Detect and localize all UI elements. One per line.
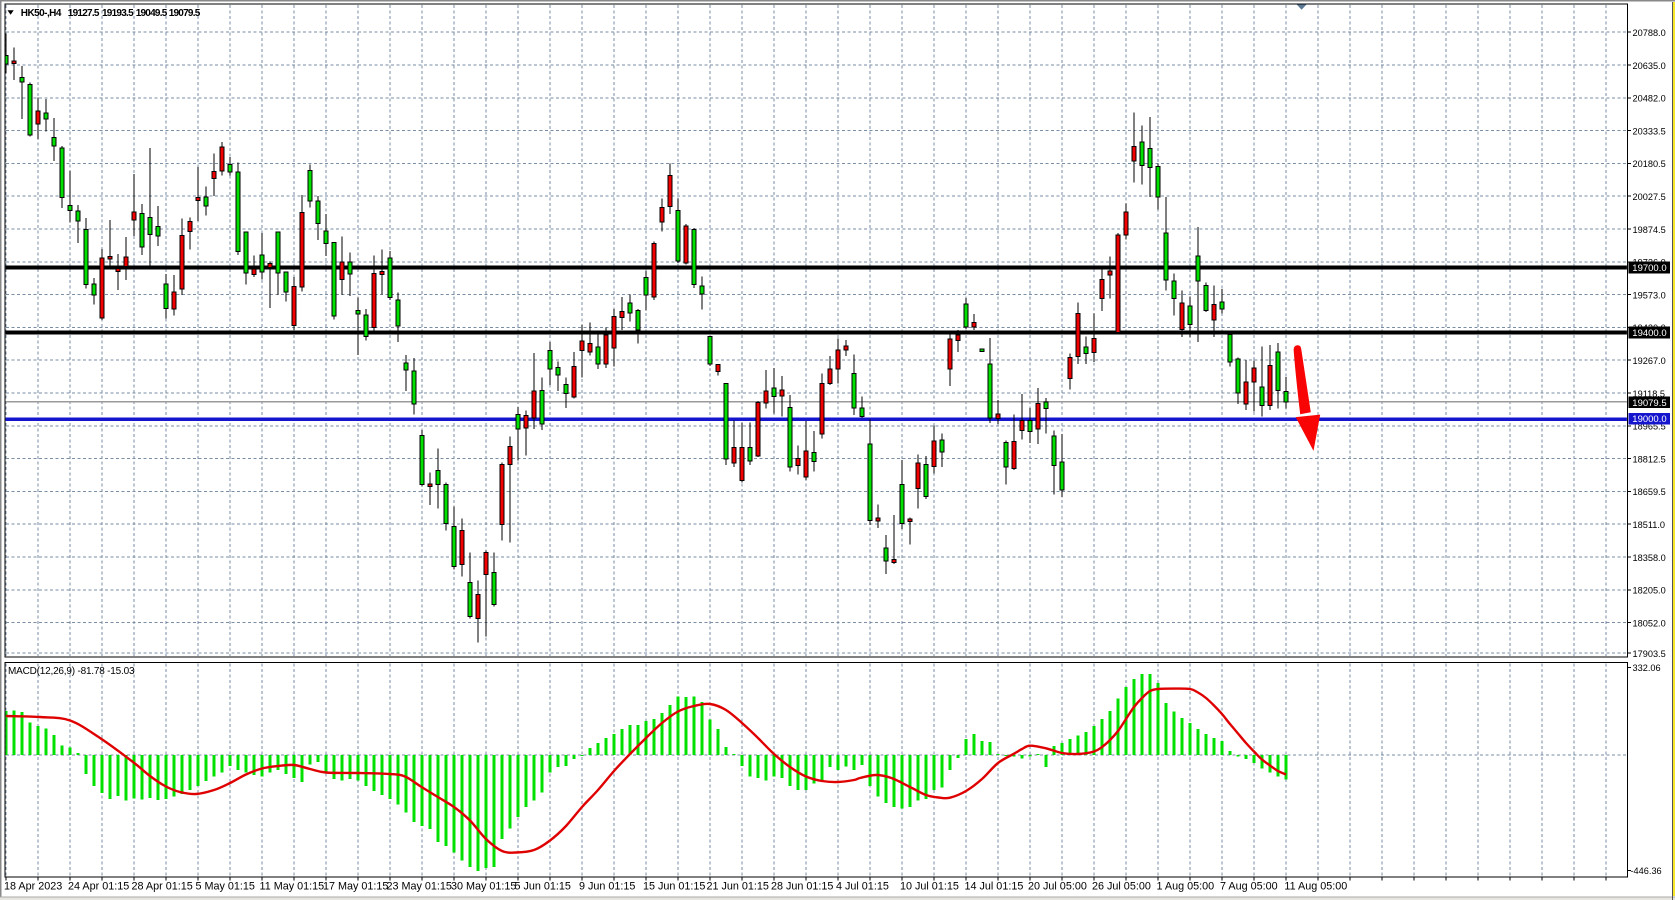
svg-text:18965.5: 18965.5 xyxy=(1633,422,1666,432)
svg-text:18052.0: 18052.0 xyxy=(1633,618,1666,628)
svg-text:19049.5: 19049.5 xyxy=(136,8,168,19)
svg-text:19400.0: 19400.0 xyxy=(1632,328,1666,339)
svg-text:18205.0: 18205.0 xyxy=(1633,586,1666,596)
svg-text:28 Apr 01:15: 28 Apr 01:15 xyxy=(132,881,193,893)
svg-text:19079.5: 19079.5 xyxy=(1632,398,1666,409)
svg-text:19267.0: 19267.0 xyxy=(1633,356,1666,366)
svg-text:18 Apr 2023: 18 Apr 2023 xyxy=(4,881,62,893)
svg-text:19874.5: 19874.5 xyxy=(1633,225,1666,235)
svg-text:19000.0: 19000.0 xyxy=(1632,414,1666,425)
svg-text:-446.36: -446.36 xyxy=(1631,866,1662,876)
svg-text:11 Aug 05:00: 11 Aug 05:00 xyxy=(1284,881,1347,893)
svg-text:332.06: 332.06 xyxy=(1633,663,1661,673)
svg-text:9 Jun 01:15: 9 Jun 01:15 xyxy=(579,881,635,893)
svg-text:19079.5: 19079.5 xyxy=(169,8,201,19)
svg-text:21 Jun 01:15: 21 Jun 01:15 xyxy=(707,881,769,893)
svg-text:19700.0: 19700.0 xyxy=(1632,263,1666,274)
svg-text:4 Jul 01:15: 4 Jul 01:15 xyxy=(836,881,889,893)
svg-text:26 Jul 05:00: 26 Jul 05:00 xyxy=(1092,881,1151,893)
svg-text:5 May 01:15: 5 May 01:15 xyxy=(196,881,255,893)
svg-text:19118.5: 19118.5 xyxy=(1633,389,1666,399)
svg-text:19127.5: 19127.5 xyxy=(68,8,100,19)
svg-text:20482.0: 20482.0 xyxy=(1633,94,1666,104)
svg-text:20180.5: 20180.5 xyxy=(1633,159,1666,169)
svg-text:17903.5: 17903.5 xyxy=(1633,649,1666,659)
svg-text:14 Jul 01:15: 14 Jul 01:15 xyxy=(965,881,1024,893)
svg-text:20788.0: 20788.0 xyxy=(1633,28,1666,38)
svg-text:10 Jul 01:15: 10 Jul 01:15 xyxy=(900,881,959,893)
svg-text:19573.0: 19573.0 xyxy=(1633,290,1666,300)
svg-text:20 Jul 05:00: 20 Jul 05:00 xyxy=(1028,881,1087,893)
svg-text:11 May 01:15: 11 May 01:15 xyxy=(260,881,325,893)
svg-text:30 May 01:15: 30 May 01:15 xyxy=(451,881,516,893)
svg-text:5 Jun 01:15: 5 Jun 01:15 xyxy=(515,881,571,893)
svg-text:20333.5: 20333.5 xyxy=(1633,126,1666,136)
svg-text:18812.5: 18812.5 xyxy=(1633,454,1666,464)
svg-text:24 Apr 01:15: 24 Apr 01:15 xyxy=(68,881,129,893)
svg-text:17 May 01:15: 17 May 01:15 xyxy=(323,881,388,893)
svg-text:MACD(12,26,9) -81.78 -15.03: MACD(12,26,9) -81.78 -15.03 xyxy=(8,666,135,677)
svg-text:HK50-,H4: HK50-,H4 xyxy=(21,8,62,19)
svg-text:20027.5: 20027.5 xyxy=(1633,192,1666,202)
svg-text:18659.5: 18659.5 xyxy=(1633,487,1666,497)
svg-text:23 May 01:15: 23 May 01:15 xyxy=(387,881,452,893)
svg-text:28 Jun 01:15: 28 Jun 01:15 xyxy=(771,881,833,893)
svg-text:18358.0: 18358.0 xyxy=(1633,553,1666,563)
svg-text:15 Jun 01:15: 15 Jun 01:15 xyxy=(643,881,705,893)
svg-text:1 Aug 05:00: 1 Aug 05:00 xyxy=(1157,881,1215,893)
svg-text:7 Aug 05:00: 7 Aug 05:00 xyxy=(1220,881,1278,893)
svg-text:20635.0: 20635.0 xyxy=(1633,61,1666,71)
svg-text:19193.5: 19193.5 xyxy=(102,8,134,19)
svg-text:18511.0: 18511.0 xyxy=(1633,520,1666,530)
